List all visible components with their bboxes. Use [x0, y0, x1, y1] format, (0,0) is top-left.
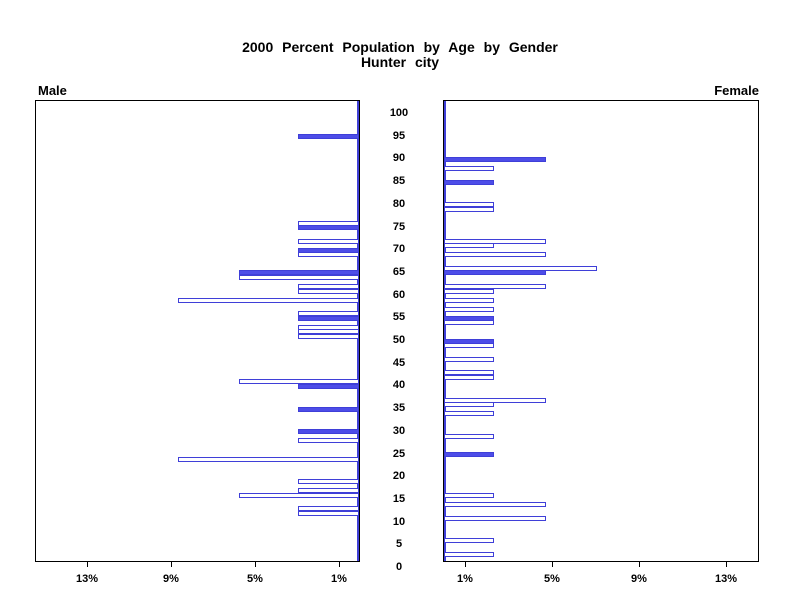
bar-female-age-3 [444, 552, 494, 557]
bar-male-age-17 [298, 488, 359, 493]
bar-female-age-79 [444, 207, 494, 212]
bar-male-age-35 [298, 407, 359, 412]
bar-male-age-75 [298, 225, 359, 230]
age-tick-label-30: 30 [392, 425, 406, 437]
age-tick-label-100: 100 [389, 107, 409, 119]
bar-female-age-42 [444, 375, 494, 380]
bar-female-age-34 [444, 411, 494, 416]
age-tick-label-65: 65 [392, 266, 406, 278]
bar-female-age-43 [444, 370, 494, 375]
male-pct-tick-9 [171, 562, 172, 567]
age-tick-label-85: 85 [392, 175, 406, 187]
female-pct-tick-5 [552, 562, 553, 567]
bar-male-age-55 [298, 316, 359, 321]
bar-male-age-12 [298, 511, 359, 516]
female-pct-tick-label-1: 1% [457, 573, 473, 585]
bar-female-age-61 [444, 289, 494, 294]
age-tick-label-70: 70 [392, 243, 406, 255]
bar-male-age-30 [298, 429, 359, 434]
bar-female-age-90 [444, 157, 546, 162]
bar-male-age-51 [298, 334, 359, 339]
bar-female-age-25 [444, 452, 494, 457]
female-panel-label: Female [714, 83, 759, 98]
bar-female-age-6 [444, 538, 494, 543]
age-tick-label-95: 95 [392, 130, 406, 142]
male-pct-tick-label-5: 5% [247, 573, 263, 585]
age-tick-label-15: 15 [392, 493, 406, 505]
bar-female-age-36 [444, 402, 494, 407]
bar-male-age-40 [298, 384, 359, 389]
age-tick-label-80: 80 [392, 198, 406, 210]
age-tick-label-5: 5 [395, 538, 403, 550]
bar-female-age-16 [444, 493, 494, 498]
bar-female-age-29 [444, 434, 494, 439]
bar-male-age-52 [298, 329, 359, 334]
chart-title-block: 2000 Percent Population by Age by Gender… [0, 40, 800, 70]
age-tick-label-20: 20 [392, 470, 406, 482]
bar-female-age-11 [444, 516, 546, 521]
male-panel-label: Male [38, 83, 67, 98]
bar-female-age-54 [444, 320, 494, 325]
female-pct-tick-label-9: 9% [631, 573, 647, 585]
bar-female-age-65 [444, 270, 546, 275]
age-tick-label-75: 75 [392, 221, 406, 233]
bar-male-age-62 [298, 284, 359, 289]
male-pct-tick-5 [255, 562, 256, 567]
bar-male-age-72 [298, 239, 359, 244]
bar-male-age-56 [298, 311, 359, 316]
age-tick-label-40: 40 [392, 379, 406, 391]
female-zero-axis-line [444, 101, 446, 561]
chart-title: 2000 Percent Population by Age by Gender [242, 39, 558, 55]
bar-female-age-69 [444, 252, 546, 257]
bar-female-age-46 [444, 357, 494, 362]
bar-male-age-16 [239, 493, 359, 498]
bar-male-age-24 [178, 457, 359, 462]
bar-male-age-59 [178, 298, 359, 303]
female-pct-tick-9 [639, 562, 640, 567]
male-pct-tick-label-9: 9% [163, 573, 179, 585]
bar-male-age-65 [239, 270, 359, 275]
age-tick-label-25: 25 [392, 448, 406, 460]
bar-male-age-69 [298, 252, 359, 257]
male-pct-tick-label-1: 1% [331, 573, 347, 585]
female-panel [443, 100, 759, 562]
bar-female-age-62 [444, 284, 546, 289]
male-panel [35, 100, 360, 562]
bar-female-age-59 [444, 298, 494, 303]
chart-subtitle: Hunter city [360, 54, 440, 70]
female-pct-tick-13 [726, 562, 727, 567]
male-pct-tick-13 [87, 562, 88, 567]
bar-female-age-14 [444, 502, 546, 507]
age-tick-label-45: 45 [392, 357, 406, 369]
age-tick-label-10: 10 [392, 516, 406, 528]
bar-male-age-19 [298, 479, 359, 484]
bar-male-age-41 [239, 379, 359, 384]
male-pct-tick-label-13: 13% [75, 573, 99, 585]
bar-female-age-37 [444, 398, 546, 403]
age-tick-label-60: 60 [392, 289, 406, 301]
bar-female-age-49 [444, 343, 494, 348]
bar-female-age-80 [444, 202, 494, 207]
age-tick-label-50: 50 [392, 334, 406, 346]
age-tick-label-90: 90 [392, 152, 406, 164]
bar-male-age-61 [298, 289, 359, 294]
bar-female-age-88 [444, 166, 494, 171]
female-pct-tick-label-5: 5% [544, 573, 560, 585]
bar-male-age-13 [298, 506, 359, 511]
bar-male-age-64 [239, 275, 359, 280]
bar-female-age-85 [444, 180, 494, 185]
bar-female-age-57 [444, 307, 494, 312]
bar-female-age-71 [444, 243, 494, 248]
age-tick-label-0: 0 [395, 561, 403, 573]
bar-female-age-72 [444, 239, 546, 244]
male-pct-tick-1 [339, 562, 340, 567]
age-tick-label-35: 35 [392, 402, 406, 414]
female-pct-tick-1 [465, 562, 466, 567]
female-pct-tick-label-13: 13% [714, 573, 738, 585]
bar-male-age-28 [298, 438, 359, 443]
bar-male-age-95 [298, 134, 359, 139]
age-tick-label-55: 55 [392, 311, 406, 323]
